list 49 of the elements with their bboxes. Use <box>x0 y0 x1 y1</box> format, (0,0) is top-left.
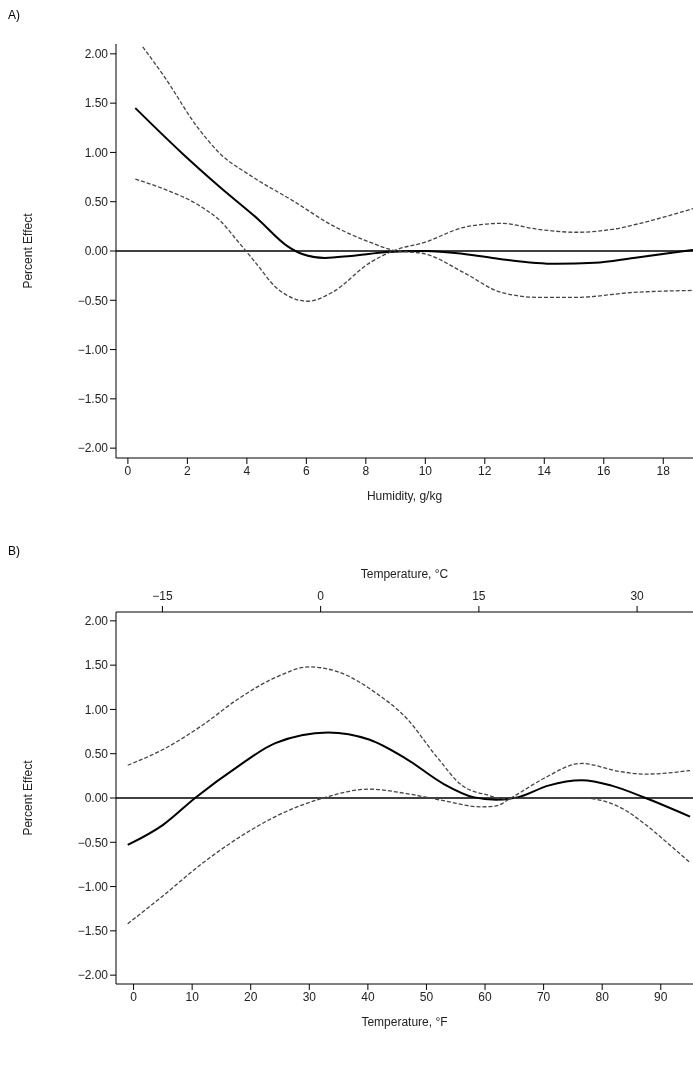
x-tick-label: 60 <box>478 989 493 1004</box>
y-tick-label: −2.00 <box>77 968 109 983</box>
x2-tick-label: 0 <box>317 589 325 603</box>
x-tick-label: 16 <box>597 463 611 478</box>
x-tick-label: 8 <box>362 463 370 478</box>
y-tick-label: 0.50 <box>84 746 109 761</box>
x-tick-label: 70 <box>536 989 551 1004</box>
y-tick-label: 1.00 <box>84 145 109 160</box>
x-tick-label: 50 <box>419 989 434 1004</box>
x-axis-title: Humidity, g/kg <box>366 489 443 503</box>
y-tick-label: −1.50 <box>77 392 109 407</box>
y-axis-title: Percent Effect <box>21 212 36 289</box>
x2-tick-label: −15 <box>152 589 173 603</box>
y-tick-label: 0.00 <box>84 791 109 806</box>
text: B) <box>8 544 21 560</box>
x2-tick-label: 15 <box>472 589 486 603</box>
x-tick-label: 0 <box>124 463 132 478</box>
y-tick-label: −2.00 <box>77 441 109 456</box>
x-tick-label: 2 <box>184 463 192 478</box>
x-tick-label: 18 <box>656 463 671 478</box>
y-tick-label: −1.00 <box>77 342 109 357</box>
x-tick-label: 90 <box>654 989 668 1004</box>
x-tick-label: 40 <box>361 989 375 1004</box>
x-tick-label: 14 <box>537 463 552 478</box>
x-tick-label: 4 <box>243 463 251 478</box>
x-axis-title: Temperature, °F <box>361 1015 448 1029</box>
y-tick-label: 0.50 <box>84 194 109 209</box>
x-tick-label: 10 <box>185 989 200 1004</box>
x-tick-label: 20 <box>244 989 258 1004</box>
x2-axis-title: Temperature, °C <box>360 567 449 581</box>
y-axis-title: Percent Effect <box>21 759 36 836</box>
x-tick-label: 30 <box>302 989 317 1004</box>
y-tick-label: −1.00 <box>77 879 109 894</box>
y-tick-label: 1.00 <box>84 702 109 717</box>
x-tick-label: 6 <box>303 463 311 478</box>
x2-tick-label: 30 <box>630 589 645 603</box>
y-tick-label: 1.50 <box>84 96 109 111</box>
text: A) <box>8 8 21 24</box>
y-tick-label: 0.00 <box>84 244 109 259</box>
y-tick-label: −0.50 <box>77 293 109 308</box>
x-tick-label: 80 <box>595 989 610 1004</box>
y-tick-label: 1.50 <box>84 658 109 673</box>
y-tick-label: −0.50 <box>77 835 109 850</box>
x-tick-label: 12 <box>478 463 492 478</box>
x-tick-label: 10 <box>418 463 433 478</box>
y-tick-label: 2.00 <box>84 614 109 629</box>
y-tick-label: 2.00 <box>84 47 109 62</box>
x-tick-label: 0 <box>130 989 138 1004</box>
y-tick-label: −1.50 <box>77 924 109 939</box>
